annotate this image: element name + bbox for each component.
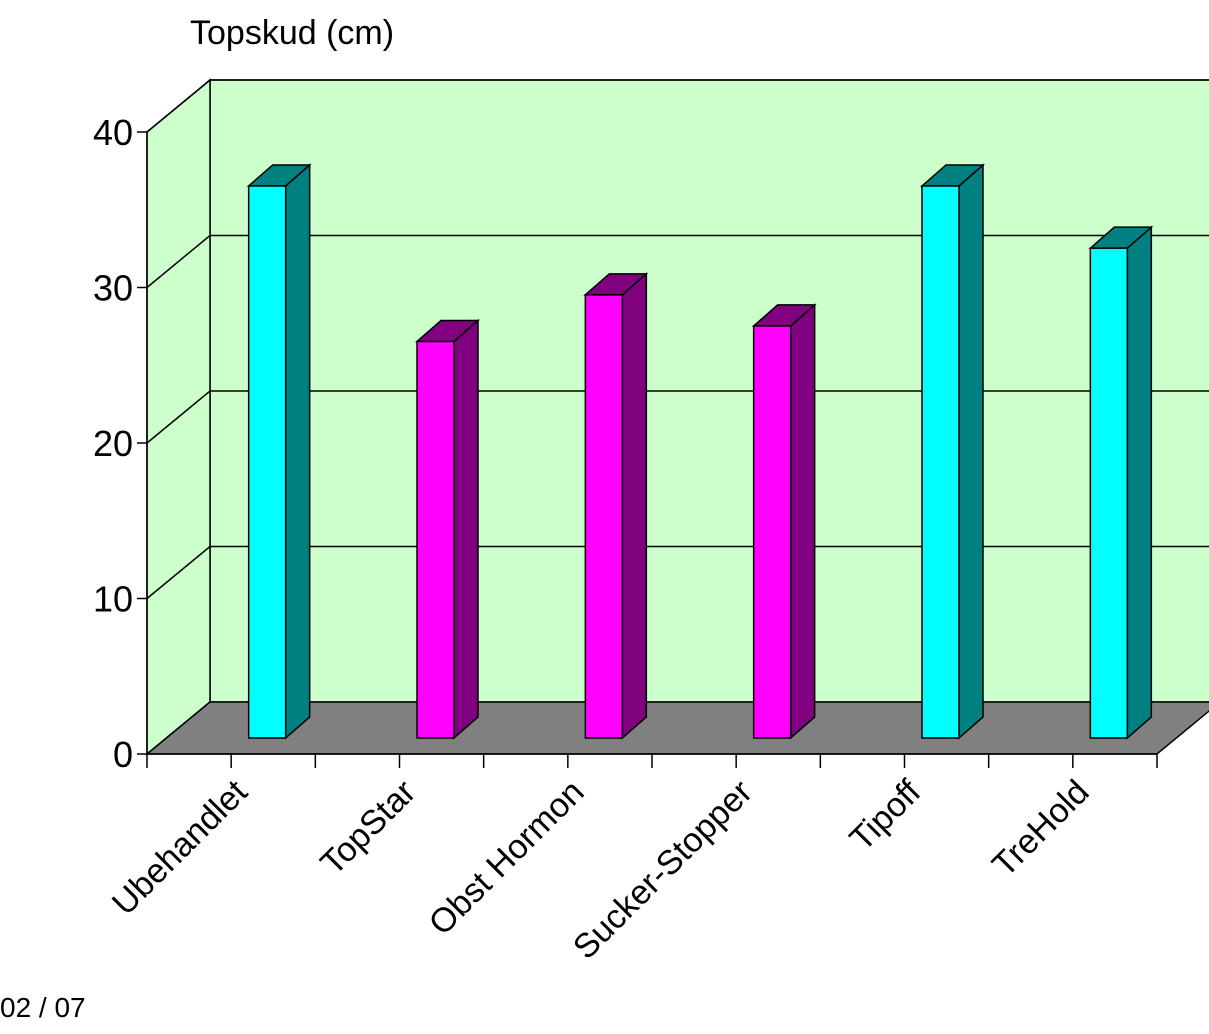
y-tick-label: 40 (93, 112, 133, 153)
bar-ubehandlet (246, 163, 312, 740)
y-tick-label: 20 (93, 423, 133, 464)
bar-side (453, 318, 479, 740)
bar-sucker-stopper (751, 303, 817, 740)
bar-side (958, 163, 984, 740)
y-tick-label: 0 (113, 734, 133, 775)
y-tick-label: 30 (93, 268, 133, 309)
bar-front (416, 340, 455, 739)
bar-trehold (1088, 225, 1154, 740)
bar-topstar (415, 318, 480, 740)
bars (246, 163, 1154, 740)
axes (137, 131, 1158, 768)
x-tick-label: Sucker-Stopper (566, 773, 760, 967)
bar-obst-hormon (583, 272, 649, 740)
gridline (146, 545, 1209, 600)
bar-front (1089, 247, 1129, 739)
x-tick-label: TreHold (985, 773, 1096, 884)
x-tick-label: Ubehandlet (105, 772, 255, 922)
chart-title: Topskud (cm) (190, 14, 395, 52)
y-axis-tick-labels: 0 10 20 30 40 (93, 112, 133, 775)
bar-side (1126, 225, 1153, 740)
x-tick-label: Tipoff (842, 772, 928, 858)
gridline (146, 234, 1209, 289)
bar-side (789, 303, 816, 740)
bar-side (621, 272, 648, 740)
gridlines (146, 79, 1209, 600)
x-tick-label: TopStar (313, 773, 423, 883)
x-tick-label: Obst Hormon (422, 773, 592, 943)
bar-front (584, 294, 624, 739)
y-tick-label: 10 (93, 579, 133, 620)
page-number: 02 / 07 (0, 992, 86, 1023)
bar-front (752, 325, 792, 739)
bar-front (247, 185, 287, 739)
bar-side (284, 163, 311, 740)
gridline (146, 79, 1209, 133)
bar-front (921, 185, 960, 739)
bar-tipoff (920, 163, 985, 740)
gridline (146, 390, 1209, 444)
